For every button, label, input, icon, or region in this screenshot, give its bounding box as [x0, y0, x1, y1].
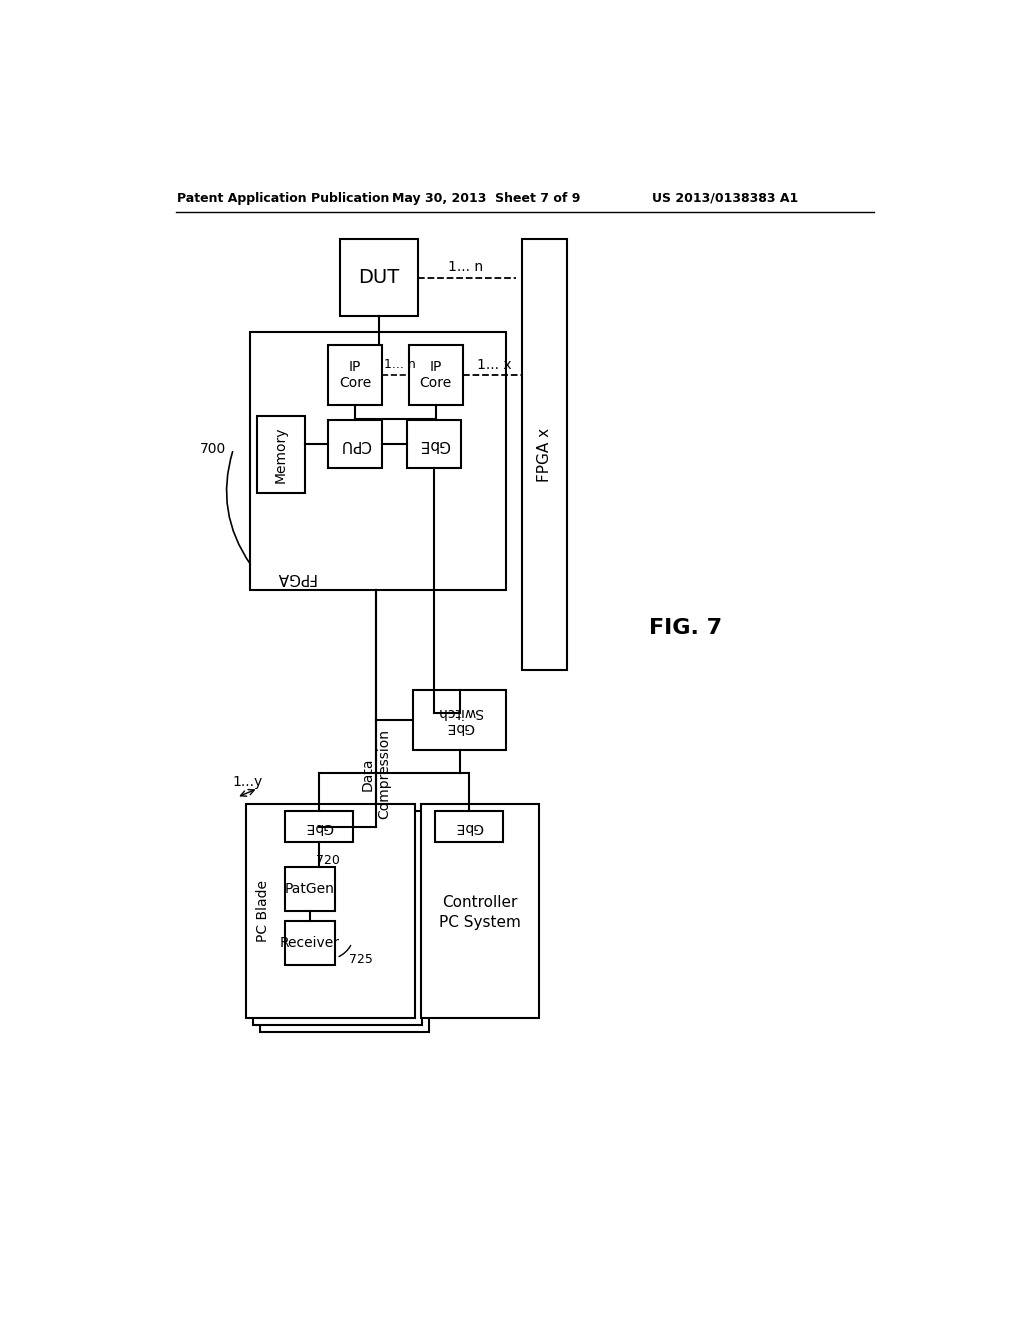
Text: PC Blade: PC Blade — [256, 879, 270, 941]
Text: 1... n: 1... n — [384, 358, 416, 371]
Text: IP
Core: IP Core — [339, 359, 372, 389]
Text: 725: 725 — [349, 953, 373, 966]
Text: FIG. 7: FIG. 7 — [649, 618, 723, 638]
Bar — [285, 867, 335, 911]
Text: Controller: Controller — [442, 895, 517, 911]
Text: GbE: GbE — [445, 721, 474, 734]
Bar — [285, 921, 335, 965]
Text: 1... x: 1... x — [477, 358, 511, 372]
Bar — [409, 345, 463, 405]
Bar — [421, 804, 539, 1018]
Text: 1... n: 1... n — [447, 260, 482, 275]
Text: FPGA x: FPGA x — [537, 428, 552, 482]
Text: GbE: GbE — [455, 820, 483, 834]
Bar — [285, 812, 352, 842]
Text: US 2013/0138383 A1: US 2013/0138383 A1 — [651, 191, 798, 205]
Text: DUT: DUT — [358, 268, 399, 288]
Bar — [328, 345, 382, 405]
Bar — [521, 239, 566, 671]
Text: Data
Compression: Data Compression — [360, 730, 391, 820]
Bar — [260, 817, 429, 1032]
Text: Receiver: Receiver — [280, 936, 340, 950]
Text: CPU: CPU — [340, 437, 371, 451]
Bar — [407, 420, 461, 469]
Bar — [435, 812, 503, 842]
Bar — [257, 416, 305, 494]
Text: May 30, 2013  Sheet 7 of 9: May 30, 2013 Sheet 7 of 9 — [392, 191, 581, 205]
Text: FPGA: FPGA — [275, 570, 315, 585]
Text: 720: 720 — [315, 854, 339, 867]
Text: IP
Core: IP Core — [420, 359, 452, 389]
Bar — [251, 331, 506, 590]
Bar — [414, 689, 506, 750]
Bar — [246, 804, 415, 1018]
Text: Switch: Switch — [437, 705, 482, 719]
Text: 1...y: 1...y — [232, 775, 262, 789]
Text: PatGen: PatGen — [285, 882, 335, 896]
Bar — [340, 239, 418, 317]
Text: 700: 700 — [200, 442, 225, 457]
Bar — [328, 420, 382, 469]
Text: Patent Application Publication: Patent Application Publication — [177, 191, 389, 205]
Text: Memory: Memory — [273, 426, 288, 483]
Text: GbE: GbE — [419, 437, 450, 451]
Bar — [253, 810, 422, 1024]
Text: PC System: PC System — [439, 915, 521, 929]
Text: GbE: GbE — [304, 820, 333, 834]
